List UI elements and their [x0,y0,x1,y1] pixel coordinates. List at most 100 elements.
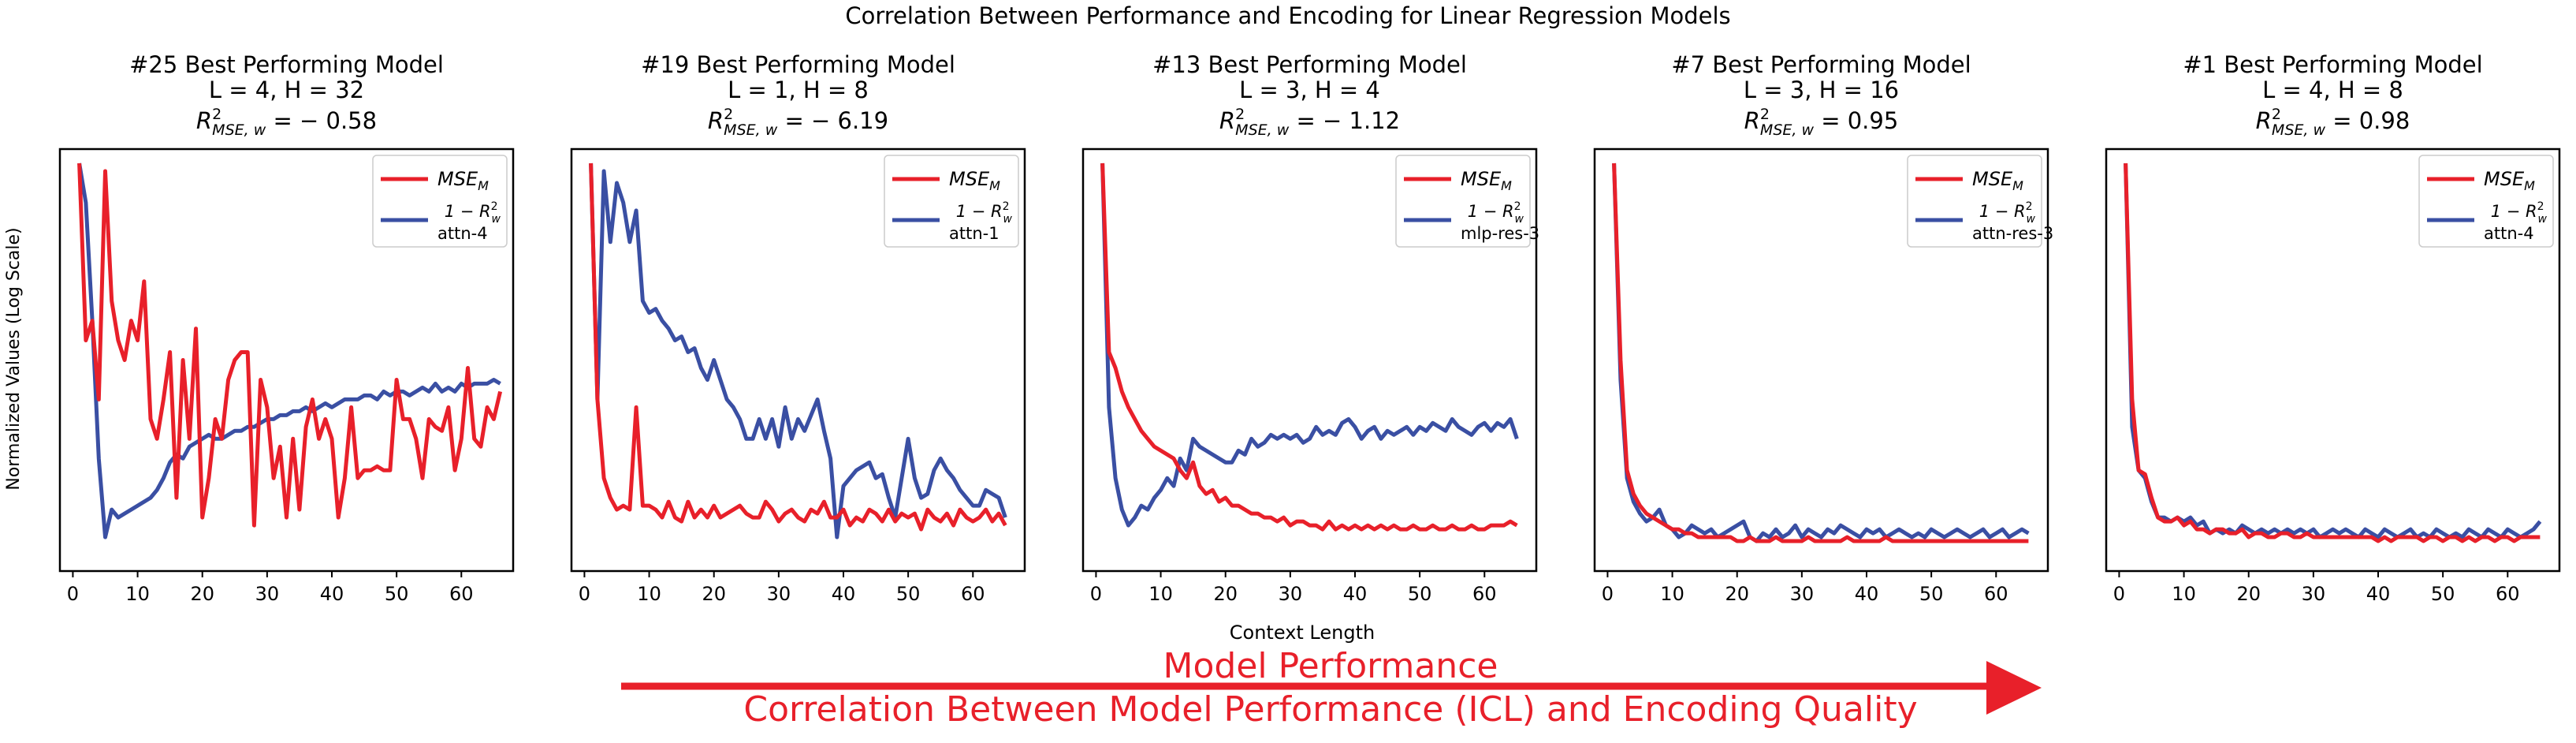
legend-mse-sub: M [478,178,489,193]
x-tick-label: 50 [1919,583,1944,605]
panel-config: L = 4, H = 32 [209,77,364,103]
x-tick-label: 0 [2113,583,2125,605]
x-tick-label: 10 [1148,583,1173,605]
x-tick-label: 0 [67,583,79,605]
legend-r2-main: 1 − R [445,202,491,221]
r2-sup: 2 [2272,106,2281,123]
x-tick-label: 30 [2302,583,2326,605]
x-tick-label: 10 [1660,583,1684,605]
panel-r2: R2 MSE, w = 0.95 [1744,106,1899,139]
plot-frame [58,147,515,573]
panel-r2: R2 MSE, w = − 6.19 [708,106,888,139]
x-tick-label: 10 [2172,583,2196,605]
x-tick-label: 0 [579,583,590,605]
panel-config: L = 3, H = 16 [1744,77,1899,103]
legend-mse-main: MSE [1461,168,1502,190]
x-tick-label: 20 [1725,583,1749,605]
panel-title: #1 Best Performing Model [2183,51,2482,78]
plot-frame [570,147,1026,573]
r2-symbol: R [1219,107,1235,134]
arrow-label-top: Model Performance [1163,646,1498,686]
series-line-mse [2124,162,2541,543]
x-tick-label: 60 [2496,583,2520,605]
panel-r2: R2 MSE, w = − 1.12 [1219,106,1400,139]
r2-sup: 2 [724,106,733,123]
x-tick-label: 60 [961,583,985,605]
legend-mse-sub: M [2012,178,2023,193]
r2-value: = − 1.12 [1289,107,1400,134]
series-line-r2 [77,162,501,540]
x-tick-label: 10 [125,583,150,605]
x-tick-label: 0 [1090,583,1102,605]
r2-symbol: R [196,107,212,134]
legend-label-r2: 1 − R2 w [1468,200,1524,226]
legend-label-r2: 1 − R2 w [1979,200,2036,226]
x-tick-label: 50 [385,583,409,605]
x-tick-label: 40 [1855,583,1879,605]
legend-label-mse: MSEM [437,168,489,193]
performance-arrow [621,661,2042,715]
x-tick-label: 40 [320,583,344,605]
panel-title: #13 Best Performing Model [1152,51,1467,78]
legend-encoding-name: attn-1 [949,224,1000,243]
legend-label-r2: 1 − R2 w [2491,200,2548,226]
series-line-r2 [1612,162,2030,543]
legend-r2-sub: w [2538,213,2548,226]
x-axis-label: Context Length [1230,622,1375,644]
series-line-mse [1612,162,2029,543]
panel-title: #7 Best Performing Model [1671,51,1971,78]
arrow-head [1986,661,2042,715]
r2-sub: MSE, w [1235,121,1290,139]
x-tick-label: 50 [2431,583,2455,605]
x-tick-label: 60 [1472,583,1497,605]
plot-frame [2105,147,2561,573]
legend-r2-sub: w [1515,213,1524,226]
series-line-mse [77,162,503,528]
panel-config: L = 4, H = 8 [2262,77,2403,103]
legend-r2-main: 1 − R [1979,202,2026,221]
legend-r2-sub: w [2027,213,2036,226]
legend-r2-sup: 2 [1003,200,1010,213]
x-tick-label: 30 [1790,583,1815,605]
series-line-r2 [2124,162,2542,540]
r2-symbol: R [2256,107,2272,134]
legend-encoding-name: attn-4 [437,224,488,243]
r2-sub: MSE, w [2272,121,2326,139]
x-tick-label: 20 [190,583,214,605]
x-tick-label: 30 [255,583,280,605]
x-tick-label: 60 [1984,583,2008,605]
x-tick-label: 20 [1213,583,1238,605]
panel-title: #19 Best Performing Model [641,51,955,78]
legend-encoding-name: attn-4 [2484,224,2534,243]
panel-r2: R2 MSE, w = 0.98 [2256,106,2410,139]
x-tick-label: 60 [449,583,474,605]
series-line-r2 [1100,162,1519,528]
panel-config: L = 1, H = 8 [728,77,869,103]
r2-value: = − 0.58 [266,107,377,134]
r2-sub: MSE, w [724,121,778,139]
series-line-mse [1100,162,1518,532]
x-tick-label: 50 [896,583,921,605]
x-tick-label: 20 [702,583,726,605]
r2-value: = 0.98 [2325,107,2410,134]
legend-mse-main: MSE [2484,168,2525,190]
legend-mse-main: MSE [1972,168,2013,190]
x-tick-label: 50 [1408,583,1432,605]
plot-frame [1081,147,1538,573]
legend-encoding-name: attn-res-3 [1972,224,2053,243]
legend-mse-sub: M [2524,178,2535,193]
legend-r2-sup: 2 [2537,200,2544,213]
plot-frame [1593,147,2049,573]
legend-label-mse: MSEM [2484,168,2535,193]
legend-r2-sup: 2 [491,200,498,213]
legend-r2-sub: w [492,213,501,226]
legend-mse-sub: M [1501,178,1512,193]
r2-symbol: R [1744,107,1760,134]
arrow-label-bottom: Correlation Between Model Performance (I… [743,689,1917,730]
